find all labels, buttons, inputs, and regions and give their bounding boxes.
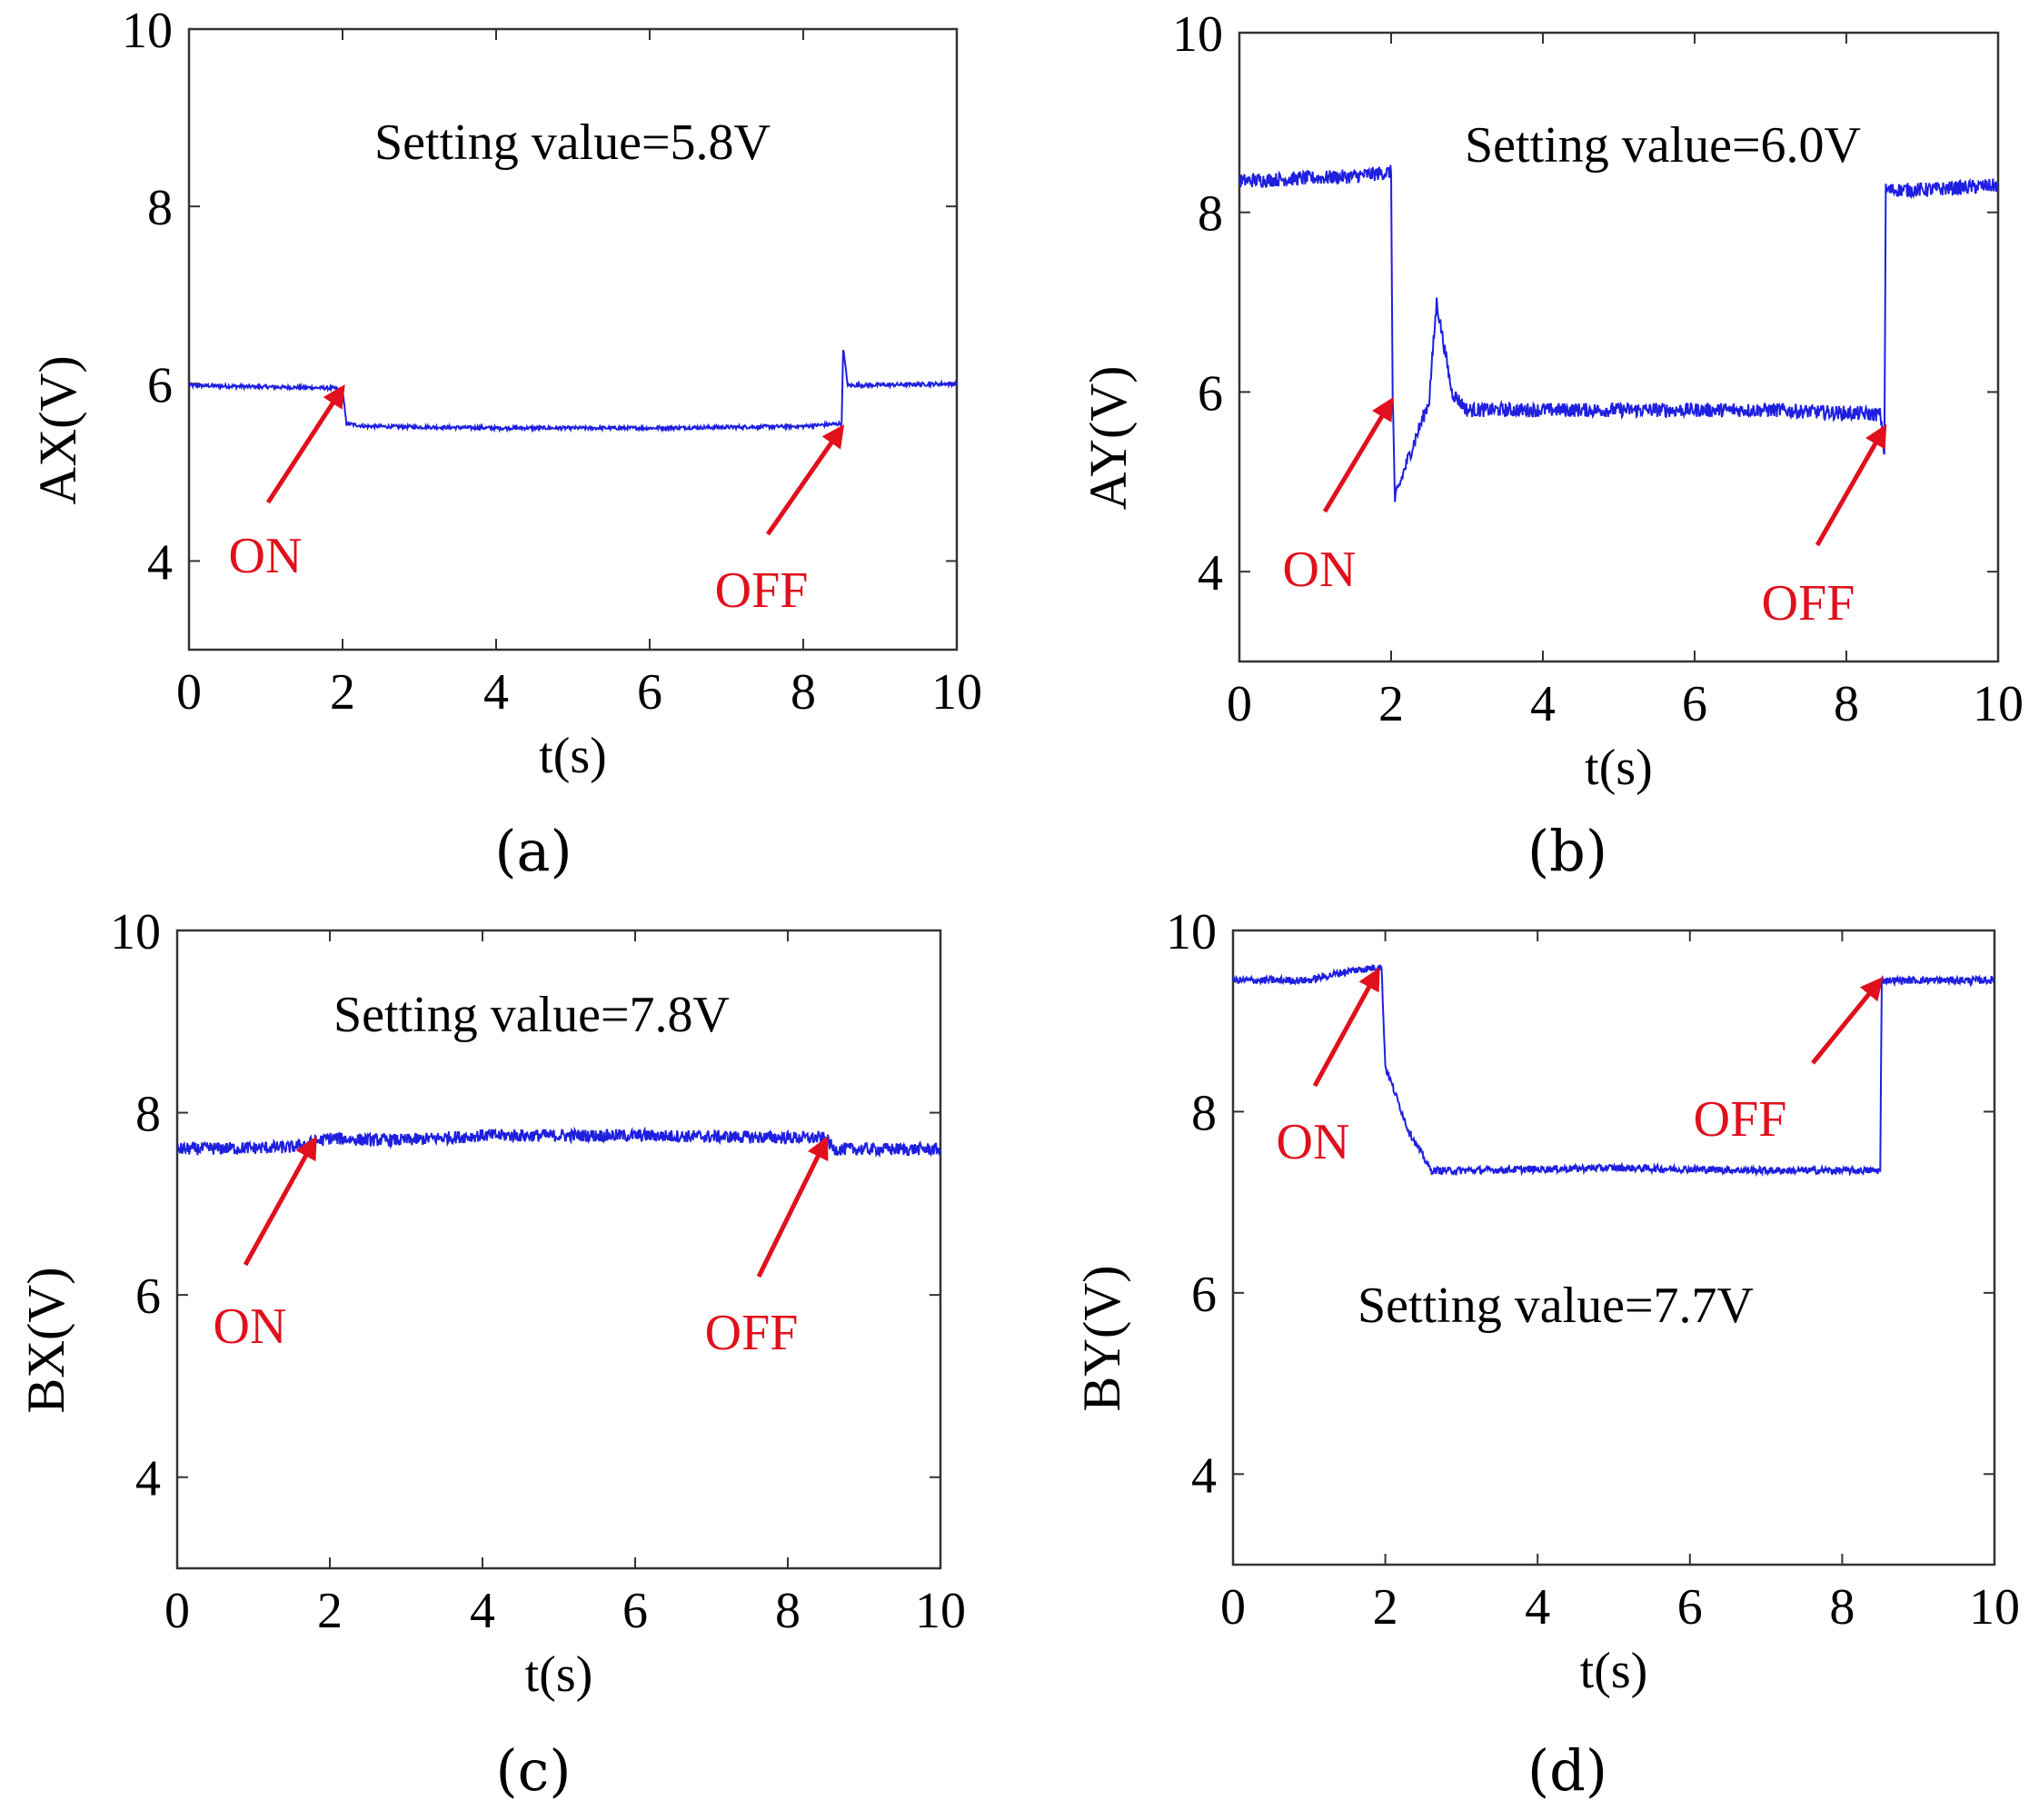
panel-c-ytick-label: 4 <box>135 1451 161 1507</box>
panel-d-xtick-label: 0 <box>1220 1579 1246 1636</box>
panel-d-xtick-label: 10 <box>1969 1579 2020 1636</box>
panel-a-xtick-label: 8 <box>791 664 816 721</box>
panel-d-xlabel: t(s) <box>1580 1643 1648 1699</box>
panel-c-on-label: ON <box>214 1298 287 1355</box>
panel-a-ytick-label: 6 <box>147 357 173 413</box>
panel-a-setting-value-text: Setting value=5.8V <box>374 114 771 171</box>
panel-a-off-arrow <box>765 423 845 536</box>
panel-a-xtick-label: 6 <box>637 664 662 721</box>
panel-a-xtick-label: 4 <box>483 664 509 721</box>
panel-c-xtick-label: 0 <box>164 1583 190 1639</box>
panel-d-xtick-label: 4 <box>1525 1579 1550 1636</box>
panel-c-xtick-label: 10 <box>915 1583 966 1639</box>
panel-d-xtick-label: 6 <box>1677 1579 1703 1636</box>
panel-label-d: (d) <box>1527 1737 1608 1804</box>
panel-b-series-line-0 <box>1238 164 1999 502</box>
panel-d-setting-value-text: Setting value=7.7V <box>1358 1278 1754 1334</box>
panel-c-ytick-label: 6 <box>135 1268 161 1325</box>
panel-a-xtick-label: 0 <box>176 664 202 721</box>
panel-c-xtick-label: 6 <box>622 1583 648 1639</box>
panel-d-ytick-label: 8 <box>1191 1085 1217 1141</box>
panel-b-ytick-label: 4 <box>1198 545 1223 602</box>
panel-d-off-arrow <box>1811 976 1884 1065</box>
panel-a-off-label: OFF <box>715 562 809 619</box>
panel-a-ytick-label: 10 <box>122 3 173 59</box>
panel-b-xtick-label: 4 <box>1530 676 1556 732</box>
panel-b-off-arrow <box>1815 423 1887 547</box>
panel-b-xtick-label: 10 <box>1973 676 2024 732</box>
panel-b-xtick-label: 8 <box>1834 676 1859 732</box>
panel-a-ytick-label: 8 <box>147 180 173 236</box>
panel-b-xtick-label: 6 <box>1682 676 1707 732</box>
panel-d-ylabel: BY(V) <box>1072 1265 1131 1411</box>
panel-b-xlabel: t(s) <box>1585 740 1653 796</box>
panel-label-c: (c) <box>495 1737 572 1804</box>
panel-b-off-label: OFF <box>1762 575 1855 632</box>
panel-c-ytick-label: 10 <box>110 904 161 960</box>
panel-d-ytick-label: 4 <box>1191 1447 1217 1504</box>
panel-b-ytick-label: 10 <box>1172 6 1223 63</box>
panel-d-axes-box <box>1231 929 1996 1566</box>
panel-c-ylabel: BX(V) <box>16 1267 75 1413</box>
panel-d-on-label: ON <box>1277 1114 1350 1170</box>
panel-c-xtick-label: 8 <box>775 1583 801 1639</box>
panel-d-xtick-label: 8 <box>1829 1579 1855 1636</box>
panel-d-ytick-label: 10 <box>1166 904 1217 960</box>
panel-d-xtick-label: 2 <box>1373 1579 1398 1636</box>
panel-b-axes-box <box>1238 31 2000 663</box>
panel-d-ytick-label: 6 <box>1191 1267 1217 1323</box>
panel-b-ylabel: AY(V) <box>1079 366 1138 511</box>
panel-b-xtick-label: 0 <box>1227 676 1252 732</box>
panel-a-xtick-label: 10 <box>931 664 982 721</box>
panel-a-ytick-label: 4 <box>147 534 173 591</box>
panel-b-setting-value-text: Setting value=6.0V <box>1465 117 1861 174</box>
panel-c-axes-box <box>175 929 942 1570</box>
panel-d-off-label: OFF <box>1694 1091 1787 1148</box>
panel-c-off-label: OFF <box>705 1305 799 1361</box>
panel-d-on-arrow <box>1312 967 1380 1088</box>
panel-b-on-arrow <box>1322 397 1394 513</box>
panel-a-on-arrow <box>265 383 345 504</box>
panel-c-xlabel: t(s) <box>525 1646 593 1703</box>
panel-a-xlabel: t(s) <box>539 728 607 784</box>
panel-a-series-line-0 <box>188 349 958 433</box>
panel-b-ytick-label: 6 <box>1198 365 1223 422</box>
panel-c-setting-value-text: Setting value=7.8V <box>333 987 730 1043</box>
panel-c-xtick-label: 4 <box>470 1583 495 1639</box>
panel-c-on-arrow <box>243 1136 317 1267</box>
panel-a-ylabel: AX(V) <box>28 355 87 504</box>
panel-c-xtick-label: 2 <box>317 1583 343 1639</box>
panel-label-b: (b) <box>1527 818 1608 884</box>
panel-label-a: (a) <box>494 818 572 884</box>
panel-c-off-arrow <box>756 1136 829 1278</box>
panel-b-ytick-label: 8 <box>1198 186 1223 243</box>
panel-a-on-label: ON <box>229 528 303 584</box>
panel-b-on-label: ON <box>1283 542 1357 598</box>
panel-b-xtick-label: 2 <box>1378 676 1404 732</box>
panel-a-xtick-label: 2 <box>330 664 355 721</box>
panel-a-axes-box <box>187 27 959 651</box>
panel-c-ytick-label: 8 <box>135 1087 161 1143</box>
